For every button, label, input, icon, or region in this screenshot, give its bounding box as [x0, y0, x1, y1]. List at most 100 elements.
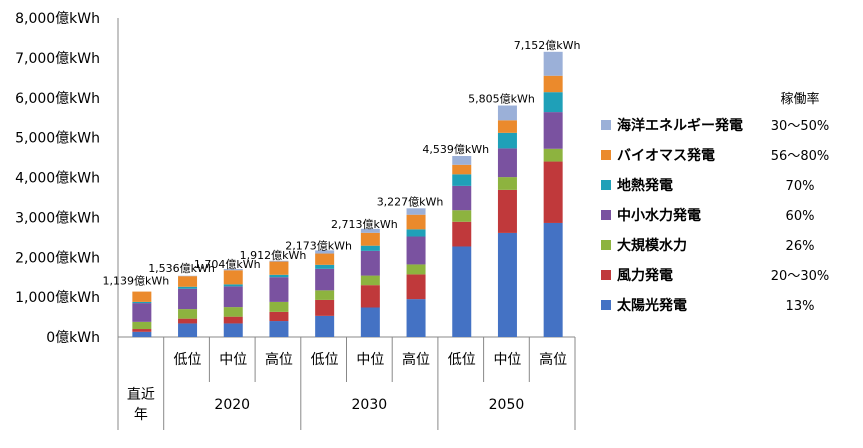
bar-segment [224, 307, 243, 317]
legend-rate: 26% [786, 239, 815, 254]
legend-rate: 70% [786, 179, 815, 194]
bar-segment [315, 290, 334, 300]
bar-total-label: 3,227億kWh [377, 195, 444, 208]
bar-segment [452, 246, 471, 337]
legend-swatch [601, 150, 611, 160]
bar-segment [544, 76, 563, 92]
bar-segment [224, 284, 243, 286]
bar-segment [361, 307, 380, 337]
bar-segment [132, 303, 151, 322]
bar-segment [224, 323, 243, 337]
legend-swatch [601, 120, 611, 130]
group-label: 年 [134, 407, 148, 423]
bar-segment [452, 186, 471, 210]
y-tick-label: 2,000億kWh [15, 250, 100, 266]
bar-segment [544, 162, 563, 223]
legend-swatch [601, 210, 611, 220]
legend-swatch [601, 240, 611, 250]
bar-segment [452, 156, 471, 165]
legend-label: 大規模水力 [617, 237, 687, 254]
bar-segment [224, 286, 243, 307]
legend-label: バイオマス発電 [617, 147, 715, 164]
legend-rate: 13% [786, 299, 815, 314]
bar-total-label: 4,539億kWh [422, 143, 489, 156]
bar-segment [452, 165, 471, 175]
x-tick-label: 中位 [219, 352, 247, 368]
x-tick-label: 高位 [402, 351, 430, 368]
bar-segment [178, 276, 197, 287]
bar-segment [498, 148, 517, 177]
legend-label: 太陽光発電 [617, 297, 687, 314]
bar-segment [361, 276, 380, 286]
bar-segment [361, 246, 380, 251]
bar-segment [498, 133, 517, 149]
bar-segment [407, 264, 426, 274]
x-tick-label: 低位 [448, 352, 476, 368]
bar-segment [407, 229, 426, 236]
bar-segment [269, 302, 288, 312]
bar-segment [407, 299, 426, 337]
y-tick-label: 7,000億kWh [15, 51, 100, 67]
bar-segment [269, 277, 288, 302]
y-tick-label: 1,000億kWh [15, 290, 100, 306]
legend-swatch [601, 270, 611, 280]
bar-segment [544, 149, 563, 162]
y-tick-label: 8,000億kWh [15, 11, 100, 27]
group-label: 直近 [127, 386, 155, 403]
y-tick-label: 6,000億kWh [15, 91, 100, 107]
bar-segment [269, 262, 288, 275]
bar-segment [132, 332, 151, 337]
x-tick-label: 低位 [174, 352, 202, 368]
bar-segment [452, 174, 471, 186]
legend-label: 中小水力発電 [617, 207, 701, 224]
bar-segment [544, 112, 563, 149]
legend-header: 稼働率 [780, 91, 819, 107]
legend-rate: 20～30% [771, 269, 829, 284]
bar-segment [498, 190, 517, 233]
bar-segment [315, 269, 334, 291]
x-tick-label: 高位 [265, 351, 293, 368]
bar-segment [178, 309, 197, 319]
bar-segment [178, 289, 197, 309]
y-tick-label: 3,000億kWh [15, 210, 100, 226]
legend-label: 海洋エネルギー発電 [617, 117, 743, 134]
bar-total-label: 2,173億kWh [285, 239, 352, 252]
bar-segment [544, 223, 563, 337]
legend-rate: 56～80% [771, 149, 829, 164]
bar-segment [315, 265, 334, 269]
legend-label: 風力発電 [617, 267, 673, 284]
bar-segment [361, 251, 380, 276]
legend-rate: 30～50% [771, 119, 829, 134]
legend-rate: 60% [786, 209, 815, 224]
bar-segment [407, 274, 426, 299]
x-tick-label: 中位 [493, 352, 521, 368]
bar-segment [132, 329, 151, 332]
bar-segment [224, 270, 243, 284]
bar-segment [407, 215, 426, 230]
legend-swatch [601, 300, 611, 310]
legend-swatch [601, 180, 611, 190]
y-tick-label: 4,000億kWh [15, 171, 100, 187]
bar-segment [224, 317, 243, 324]
bar-segment [269, 321, 288, 337]
y-tick-label: 0億kWh [46, 330, 100, 346]
legend-label: 地熱発電 [617, 177, 673, 194]
bar-segment [544, 92, 563, 112]
bar-segment [498, 177, 517, 190]
bar-segment [132, 302, 151, 303]
x-tick-label: 高位 [539, 351, 567, 368]
bar-segment [498, 233, 517, 337]
bar-segment [544, 52, 563, 76]
bar-total-label: 7,152億kWh [514, 39, 581, 52]
bar-segment [361, 285, 380, 307]
bar-total-label: 2,713億kWh [331, 218, 398, 231]
bar-segment [132, 292, 151, 302]
x-tick-label: 低位 [311, 352, 339, 368]
bar-segment [315, 254, 334, 265]
bar-segment [452, 222, 471, 247]
bar-segment [498, 106, 517, 121]
group-label: 2030 [352, 397, 388, 413]
bar-total-label: 1,139億kWh [102, 275, 169, 288]
bar-total-label: 5,805億kWh [468, 93, 535, 106]
